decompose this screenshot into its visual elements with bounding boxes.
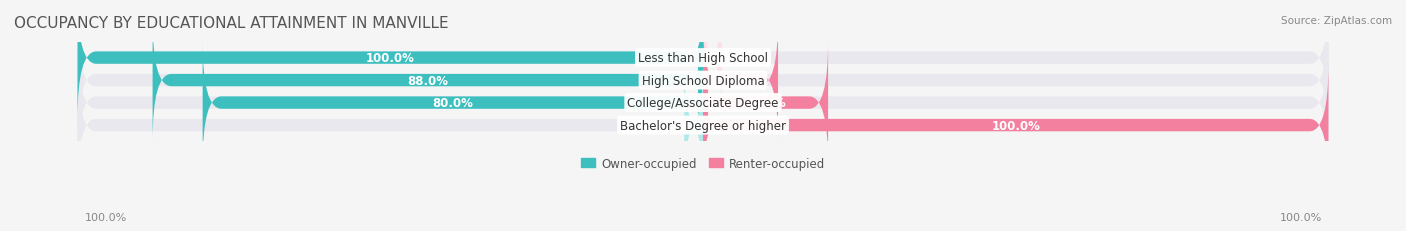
Text: 0.0%: 0.0% (648, 119, 678, 132)
Text: 12.0%: 12.0% (720, 74, 761, 87)
FancyBboxPatch shape (77, 0, 703, 119)
FancyBboxPatch shape (703, 42, 828, 164)
Text: Less than High School: Less than High School (638, 52, 768, 65)
FancyBboxPatch shape (153, 20, 703, 142)
FancyBboxPatch shape (703, 0, 721, 119)
Text: College/Associate Degree: College/Associate Degree (627, 97, 779, 109)
Text: 100.0%: 100.0% (366, 52, 415, 65)
FancyBboxPatch shape (202, 42, 703, 164)
FancyBboxPatch shape (77, 64, 1329, 187)
Text: High School Diploma: High School Diploma (641, 74, 765, 87)
Text: 100.0%: 100.0% (84, 212, 127, 222)
FancyBboxPatch shape (77, 20, 1329, 142)
Text: Source: ZipAtlas.com: Source: ZipAtlas.com (1281, 16, 1392, 26)
FancyBboxPatch shape (77, 0, 1329, 119)
FancyBboxPatch shape (703, 64, 1329, 187)
Text: Bachelor's Degree or higher: Bachelor's Degree or higher (620, 119, 786, 132)
Text: 0.0%: 0.0% (728, 52, 758, 65)
Text: 100.0%: 100.0% (1279, 212, 1322, 222)
Text: 88.0%: 88.0% (408, 74, 449, 87)
FancyBboxPatch shape (703, 20, 778, 142)
FancyBboxPatch shape (685, 64, 703, 187)
FancyBboxPatch shape (77, 42, 1329, 164)
Text: 100.0%: 100.0% (991, 119, 1040, 132)
Text: OCCUPANCY BY EDUCATIONAL ATTAINMENT IN MANVILLE: OCCUPANCY BY EDUCATIONAL ATTAINMENT IN M… (14, 16, 449, 31)
Text: 80.0%: 80.0% (433, 97, 474, 109)
Legend: Owner-occupied, Renter-occupied: Owner-occupied, Renter-occupied (581, 157, 825, 170)
Text: 20.0%: 20.0% (745, 97, 786, 109)
